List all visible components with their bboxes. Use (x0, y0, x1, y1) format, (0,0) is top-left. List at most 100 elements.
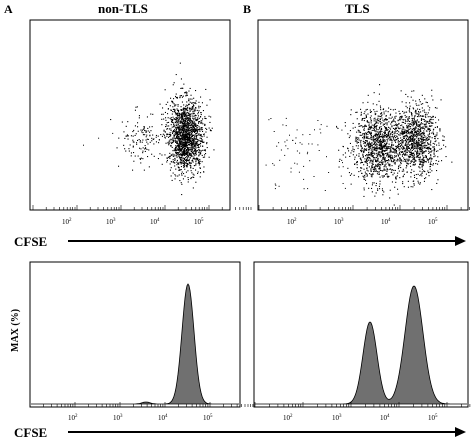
event-dot (193, 119, 195, 121)
event-dot (342, 183, 344, 184)
event-dot (186, 141, 188, 143)
event-dot (426, 121, 428, 123)
event-dot (394, 186, 396, 188)
event-dot (362, 137, 364, 139)
event-dot (202, 141, 204, 143)
event-dot (190, 123, 192, 125)
event-dot (162, 133, 164, 135)
event-dot (375, 130, 377, 132)
event-dot (417, 128, 419, 130)
event-dot (419, 150, 421, 152)
event-dot (136, 142, 138, 144)
event-dot (189, 129, 191, 131)
event-dot (195, 107, 197, 109)
event-dot (184, 157, 186, 159)
event-dot (395, 150, 397, 152)
event-dot (373, 148, 375, 150)
event-dot (177, 120, 179, 122)
event-dot (196, 109, 198, 111)
event-dot (376, 156, 378, 158)
event-dot (195, 151, 197, 153)
event-dot (180, 153, 182, 155)
event-dot (373, 120, 375, 122)
event-dot (370, 138, 372, 140)
event-dot (302, 134, 304, 136)
event-dot (181, 141, 183, 143)
event-dot (190, 177, 192, 179)
event-dot (161, 118, 163, 120)
event-dot (422, 156, 424, 158)
event-dot (410, 128, 412, 130)
event-dot (179, 140, 181, 142)
event-dot (423, 139, 425, 141)
event-dot (177, 122, 179, 124)
event-dot (197, 113, 199, 115)
event-dot (434, 143, 436, 145)
event-dot (194, 152, 196, 154)
event-dot (418, 146, 420, 148)
event-dot (421, 160, 423, 162)
event-dot (133, 160, 135, 162)
event-dot (422, 143, 424, 145)
event-dot (445, 146, 447, 148)
event-dot (399, 146, 401, 148)
event-dot (206, 128, 208, 130)
event-dot (382, 140, 384, 142)
event-dot (371, 187, 373, 189)
event-dot (182, 119, 184, 121)
event-dot (400, 125, 402, 127)
event-dot (424, 98, 426, 100)
event-dot (175, 112, 177, 114)
event-dot (175, 120, 177, 122)
event-dot (386, 119, 388, 121)
event-dot (185, 146, 187, 148)
event-dot (365, 115, 367, 117)
event-dot (274, 188, 276, 190)
event-dot (191, 148, 193, 150)
event-dot (198, 128, 200, 130)
event-dot (391, 138, 393, 140)
event-dot (421, 145, 423, 147)
event-dot (416, 124, 418, 126)
event-dot (383, 169, 385, 171)
event-dot (173, 137, 175, 139)
event-dot (422, 165, 424, 167)
event-dot (175, 127, 177, 129)
event-dot (383, 153, 385, 155)
event-dot (185, 144, 187, 146)
event-dot (391, 169, 393, 171)
event-dot (189, 118, 191, 120)
event-dot (419, 182, 421, 184)
event-dot (185, 94, 187, 96)
event-dot (406, 158, 408, 160)
event-dot (197, 118, 199, 120)
event-dot (385, 129, 387, 131)
event-dot (394, 108, 396, 110)
event-dot (407, 186, 409, 188)
event-dot (429, 128, 431, 130)
event-dot (398, 119, 400, 121)
event-dot (379, 118, 381, 120)
event-dot (414, 143, 416, 145)
event-dot (406, 165, 408, 167)
event-dot (435, 136, 437, 138)
event-dot (395, 127, 397, 129)
event-dot (183, 150, 185, 152)
event-dot (395, 150, 397, 152)
event-dot (435, 122, 437, 124)
event-dot (189, 143, 191, 145)
event-dot (126, 134, 128, 136)
event-dot (181, 148, 183, 150)
event-dot (403, 157, 405, 159)
event-dot (363, 136, 365, 138)
event-dot (407, 96, 409, 98)
event-dot (416, 119, 418, 121)
event-dot (367, 156, 369, 158)
event-dot (438, 119, 440, 121)
event-dot (371, 184, 373, 186)
event-dot (194, 149, 196, 151)
event-dot (175, 147, 177, 149)
event-dot (409, 123, 411, 125)
event-dot (370, 126, 372, 128)
event-dot (181, 143, 183, 145)
